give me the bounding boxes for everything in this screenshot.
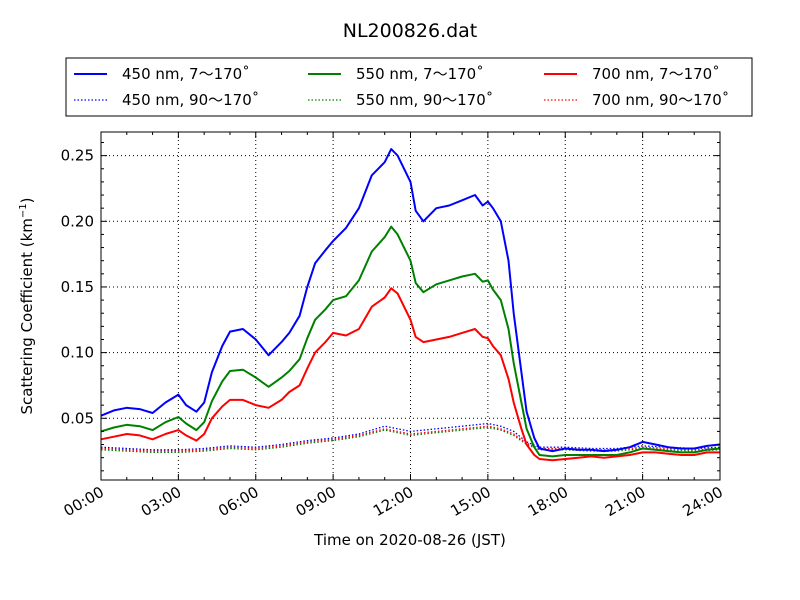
y-axis-label-close: ) <box>18 197 36 203</box>
y-tick-label: 0.10 <box>61 344 94 362</box>
x-axis-label: Time on 2020-08-26 (JST) <box>313 531 506 549</box>
y-tick-label: 0.15 <box>61 278 94 296</box>
y-tick-label: 0.20 <box>61 212 94 230</box>
legend-label: 550 nm, 90～170˚ <box>356 91 493 109</box>
series-line <box>100 422 721 451</box>
series-line <box>100 425 721 452</box>
legend-label: 550 nm, 7～170˚ <box>356 65 484 83</box>
y-tick-label: 0.05 <box>61 409 94 427</box>
y-axis-label: Scattering Coefficient (km−1) <box>18 197 36 414</box>
legend: 450 nm, 7～170˚ 550 nm, 7～170˚ 700 nm, 7～17… <box>65 57 753 117</box>
series-line <box>100 225 721 458</box>
y-tick-label: 0.25 <box>61 147 94 165</box>
legend-label: 450 nm, 7～170˚ <box>122 65 250 83</box>
legend-label: 450 nm, 90～170˚ <box>122 91 259 109</box>
chart-title: NL200826.dat <box>343 20 478 42</box>
series-group <box>100 148 721 462</box>
legend-label: 700 nm, 90～170˚ <box>592 91 729 109</box>
y-axis-label-main: Scattering Coefficient (km <box>18 218 36 414</box>
series-line <box>100 287 720 462</box>
y-axis-label-superscript: −1 <box>18 203 29 218</box>
legend-label: 700 nm, 7～170˚ <box>592 65 720 83</box>
legend-frame <box>65 57 753 117</box>
series-line <box>100 148 721 453</box>
